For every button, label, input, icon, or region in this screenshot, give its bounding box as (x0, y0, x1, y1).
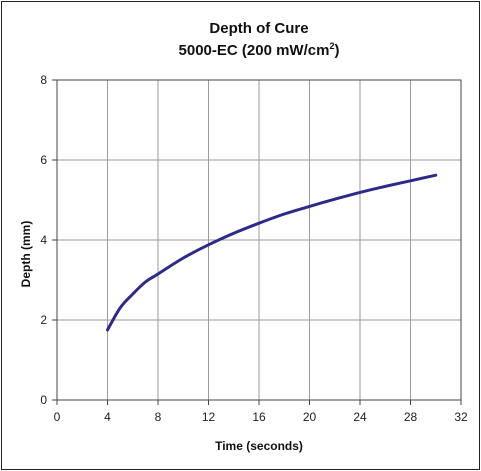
y-tick-label: 0 (40, 393, 47, 407)
x-tick-label: 0 (54, 410, 61, 424)
gridlines (56, 79, 462, 401)
x-axis-title: Time (seconds) (215, 439, 303, 453)
depth-curve (106, 173, 438, 332)
chart-subtitle-base: 5000-EC (200 mW/cm (179, 42, 330, 59)
y-tick-label: 4 (40, 233, 47, 247)
y-tick-label: 6 (40, 153, 47, 167)
x-axis-ticks: 0 4 8 12 16 20 24 28 32 (54, 400, 468, 424)
chart-subtitle-superscript: 2 (329, 41, 334, 51)
chart-subtitle: 5000-EC (200 mW/cm2) (179, 41, 340, 59)
chart-title: Depth of Cure (209, 20, 308, 37)
y-axis-ticks: 0 2 4 6 8 (40, 73, 57, 407)
y-axis-title: Depth (mm) (19, 221, 33, 288)
x-tick-label: 4 (104, 410, 111, 424)
x-tick-label: 20 (303, 410, 317, 424)
y-tick-label: 2 (40, 313, 47, 327)
x-tick-label: 28 (404, 410, 418, 424)
x-tick-label: 12 (202, 410, 216, 424)
x-tick-label: 32 (454, 410, 468, 424)
y-tick-label: 8 (40, 73, 47, 87)
x-tick-label: 16 (252, 410, 266, 424)
chart-subtitle-end: ) (334, 42, 339, 59)
x-tick-label: 24 (353, 410, 367, 424)
x-tick-label: 8 (155, 410, 162, 424)
